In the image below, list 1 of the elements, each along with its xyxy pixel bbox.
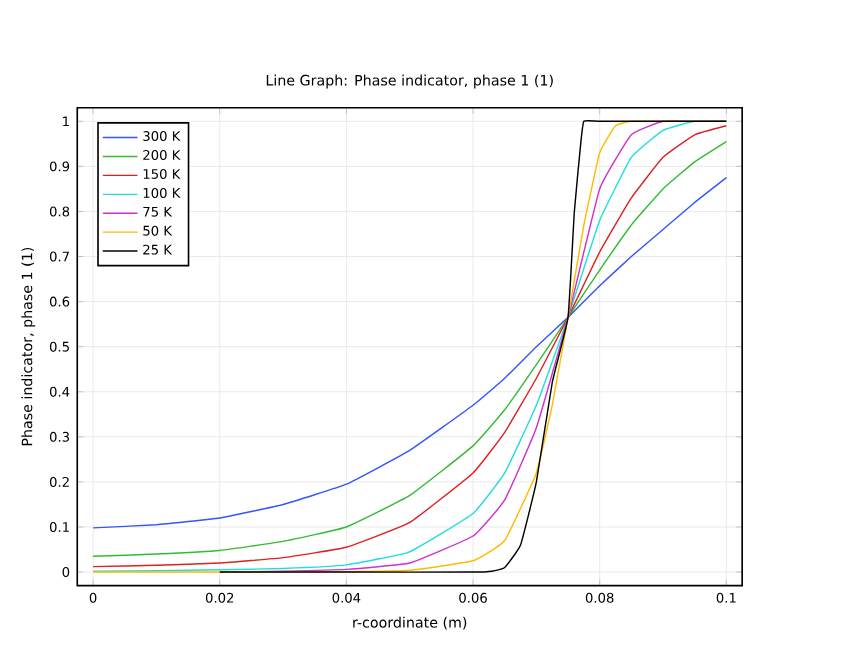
line-series	[92, 176, 728, 529]
